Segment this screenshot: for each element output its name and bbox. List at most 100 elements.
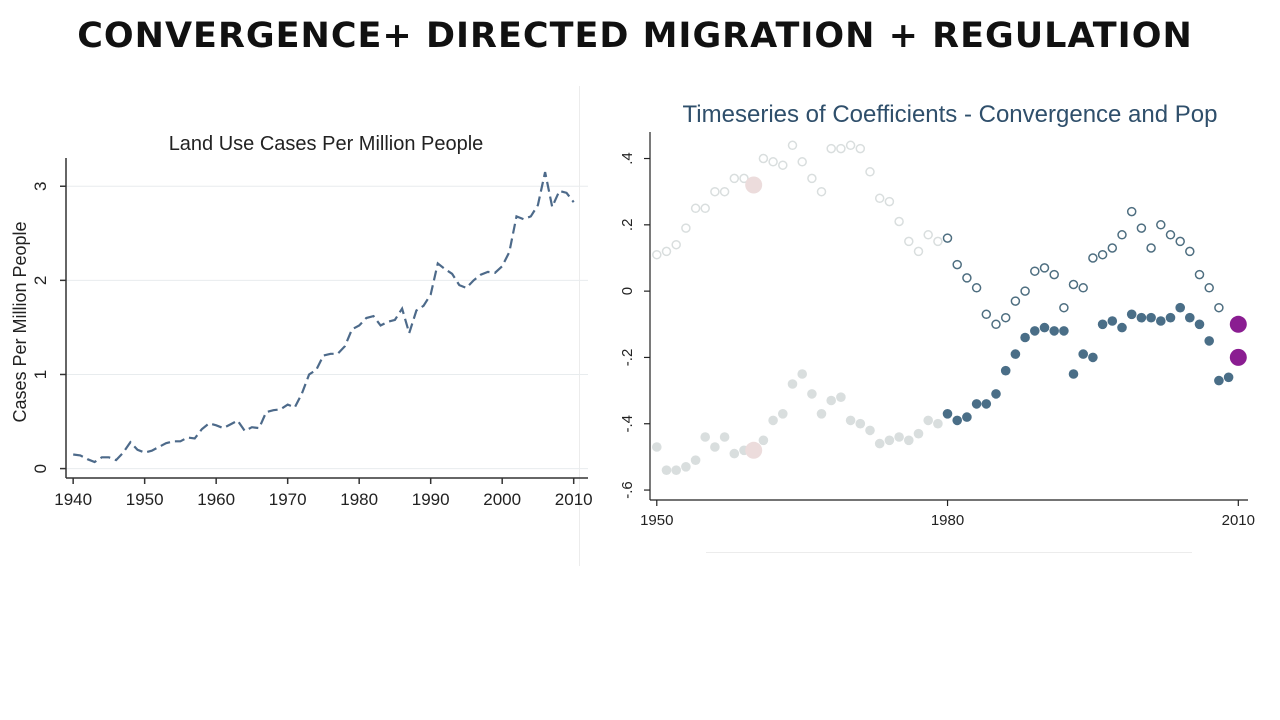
x-tick-label: 2010 — [555, 490, 593, 509]
y-tick-label: -.6 — [619, 481, 636, 499]
y-tick-label: -.2 — [619, 349, 636, 367]
y-tick-label: 0 — [31, 464, 50, 473]
x-tick-label: 1940 — [54, 490, 92, 509]
filled-point — [710, 442, 720, 452]
filled-point — [1204, 336, 1214, 346]
hollow-point — [1020, 286, 1030, 296]
hollow-point — [1126, 206, 1137, 217]
hollow-point — [787, 140, 798, 151]
hollow-point — [991, 319, 1001, 330]
hollow-point — [904, 236, 914, 247]
filled-point — [690, 455, 701, 466]
filled-point — [719, 432, 730, 442]
hollow-point — [1214, 302, 1224, 313]
filled-point — [991, 389, 1001, 399]
hollow-point — [913, 246, 924, 257]
filled-point — [661, 465, 672, 476]
hollow-point — [768, 157, 778, 167]
y-tick-label: .4 — [619, 152, 636, 165]
filled-point — [855, 418, 866, 429]
filled-point — [807, 389, 817, 399]
hollow-point — [884, 196, 895, 207]
hollow-point — [1068, 279, 1079, 290]
filled-point — [1000, 365, 1011, 376]
filled-point — [845, 415, 856, 426]
hollow-point — [1107, 243, 1118, 253]
hollow-point — [933, 236, 943, 247]
filled-point — [904, 435, 914, 446]
filled-point — [981, 399, 992, 409]
filled-point — [1039, 322, 1050, 333]
filled-point — [1020, 332, 1030, 343]
hollow-point — [836, 143, 846, 154]
filled-point — [1136, 312, 1147, 323]
hollow-point — [845, 140, 856, 151]
x-tick-label: 2000 — [483, 490, 521, 509]
coefficients-chart: Timeseries of Coefficients - Convergence… — [580, 86, 1280, 556]
x-tick-label: 1980 — [340, 490, 378, 509]
y-tick-label: 0 — [619, 287, 636, 295]
hollow-point — [971, 283, 982, 293]
hollow-point — [739, 173, 749, 184]
hollow-point — [1078, 283, 1088, 293]
filled-point — [787, 379, 798, 389]
filled-point — [865, 425, 875, 436]
filled-point — [952, 415, 962, 426]
filled-point — [681, 462, 691, 472]
x-tick-label: 1980 — [931, 512, 964, 529]
highlight-point-early — [745, 441, 763, 459]
hollow-point — [1010, 296, 1021, 306]
filled-point — [1126, 309, 1137, 320]
filled-point — [836, 392, 846, 403]
filled-point — [729, 448, 740, 459]
y-tick-label: -.4 — [619, 415, 636, 433]
filled-point — [942, 409, 953, 419]
series-line — [73, 171, 575, 464]
hollow-point — [661, 246, 672, 257]
hollow-point — [729, 173, 740, 184]
hollow-point — [1039, 263, 1050, 273]
filled-point — [826, 395, 836, 406]
chart-title: Land Use Cases Per Million People — [169, 133, 484, 155]
filled-point — [1223, 372, 1234, 383]
land-use-chart: Land Use Cases Per Million People Cases … — [0, 100, 600, 530]
hollow-point — [981, 309, 992, 320]
highlight-point-latest — [1229, 315, 1247, 333]
hollow-point — [807, 173, 817, 184]
hollow-point — [874, 193, 885, 204]
hollow-point — [778, 160, 788, 170]
hollow-point — [1136, 223, 1147, 233]
filled-point — [874, 438, 885, 449]
hollow-point — [816, 186, 827, 197]
filled-point — [1214, 375, 1224, 386]
filled-point — [1165, 312, 1176, 323]
hollow-point — [826, 143, 836, 154]
hollow-point — [1049, 269, 1059, 280]
hollow-point — [1088, 253, 1098, 263]
filled-point — [933, 418, 943, 429]
filled-point — [671, 465, 681, 476]
filled-point — [1156, 316, 1166, 326]
filled-point — [1088, 352, 1098, 363]
filled-point — [816, 409, 827, 419]
filled-point — [1059, 326, 1069, 336]
filled-point — [758, 435, 769, 446]
filled-point — [700, 432, 710, 442]
hollow-point — [652, 249, 662, 260]
highlight-point-early — [745, 176, 763, 194]
filled-point — [1030, 326, 1040, 336]
filled-point — [768, 415, 778, 426]
hollow-point — [1117, 230, 1127, 240]
hollow-point — [942, 233, 953, 243]
y-tick-label: .2 — [619, 219, 636, 232]
filled-point — [1117, 322, 1127, 333]
filled-point — [1107, 316, 1118, 326]
highlight-point-latest — [1229, 348, 1247, 366]
hollow-point — [1097, 249, 1108, 260]
hollow-point — [1030, 266, 1040, 276]
filled-point — [913, 428, 924, 439]
hollow-point — [923, 230, 933, 240]
hollow-point — [1000, 312, 1011, 323]
hollow-point — [681, 223, 691, 233]
hollow-point — [1185, 246, 1195, 257]
